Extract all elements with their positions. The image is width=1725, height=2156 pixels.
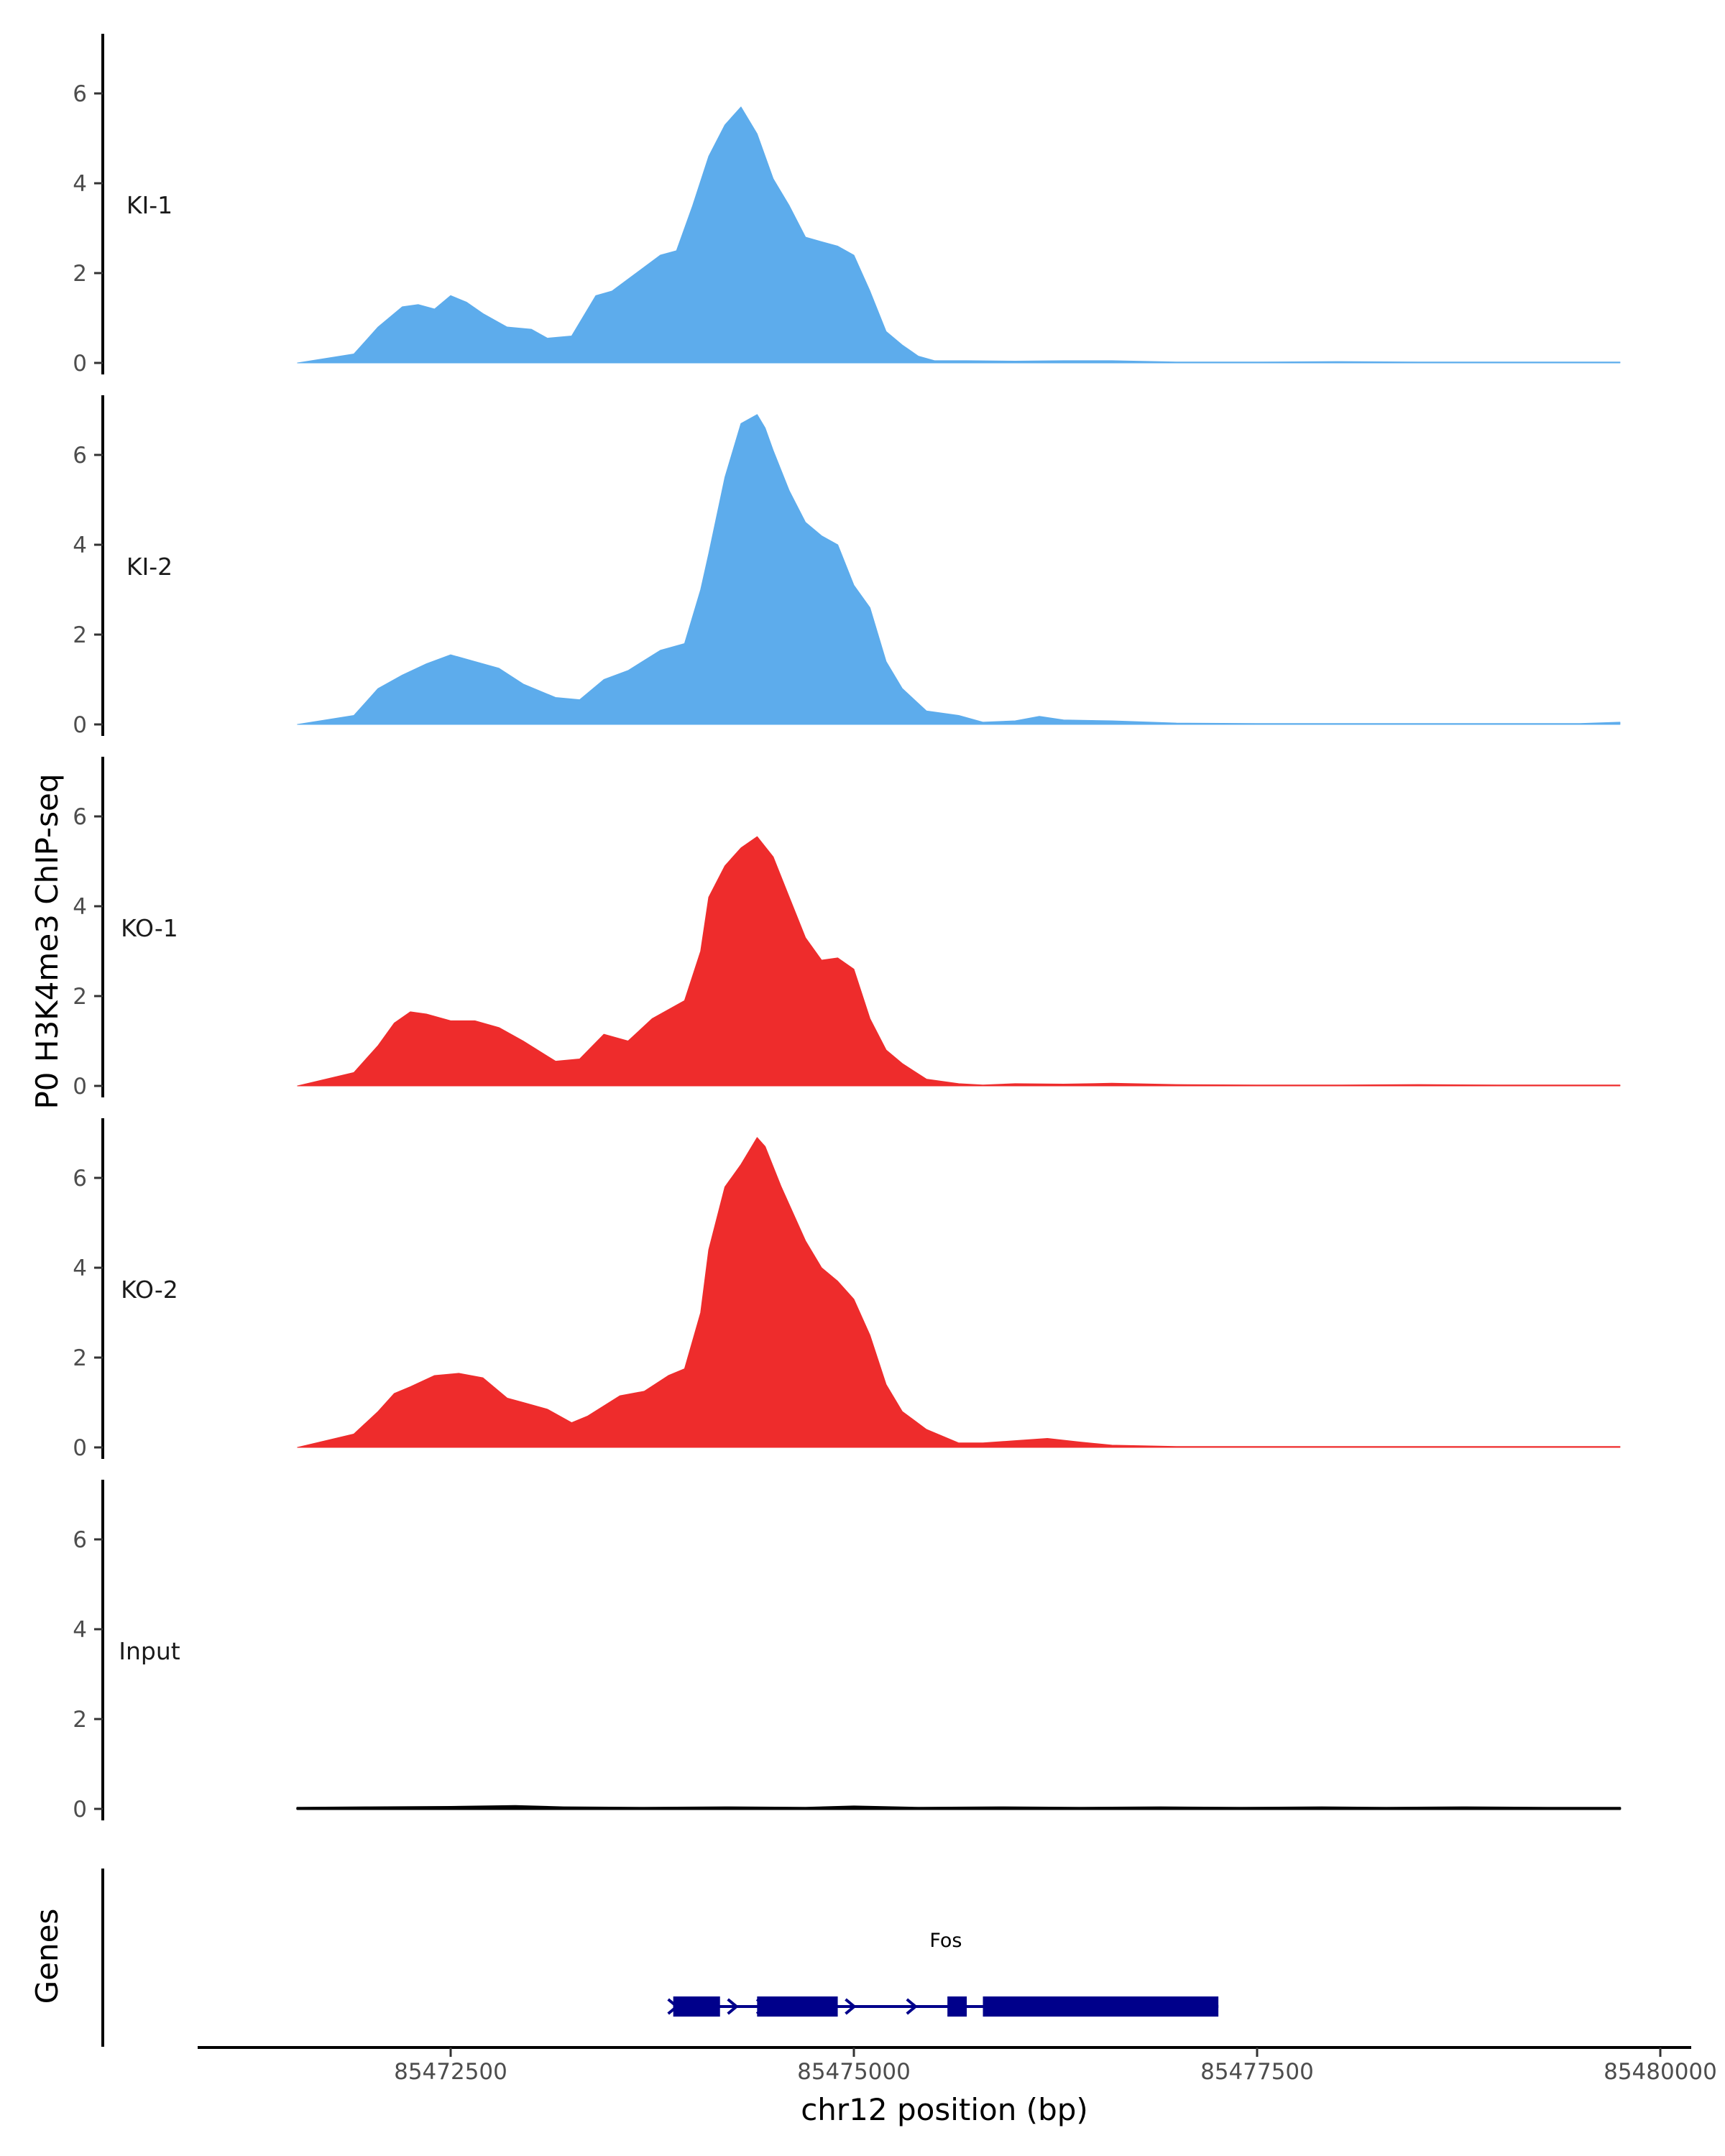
tracks-group: 0 2 4 6 KI-1 0 2 4 6 KI-2 0 2 4 6 KO-1 0 2 4 6 KO-2 0 2 4 6 Inpu… <box>73 34 1622 1823</box>
y-axis-title: P0 H3K4me3 ChIP-seq <box>29 773 65 1109</box>
strand-arrow <box>755 1998 768 2015</box>
track-label: KO-2 <box>121 1276 178 1304</box>
gene-exon <box>673 1996 720 2017</box>
strand-arrow <box>845 1998 857 2015</box>
gene-exon <box>983 1996 1219 2017</box>
y-tick-label: 4 <box>73 1617 87 1643</box>
y-tick-label: 6 <box>73 1527 87 1553</box>
gene-track: Genes Fos <box>29 1869 1219 2047</box>
x-axis-title: chr12 position (bp) <box>801 2092 1088 2127</box>
x-tick-label: 85480000 <box>1604 2059 1717 2085</box>
y-tick-label: 0 <box>73 712 87 738</box>
coverage-area-input <box>296 1805 1622 1810</box>
coverage-area-ko-1 <box>297 836 1621 1087</box>
track-ki-2: 0 2 4 6 KI-2 <box>73 395 1621 738</box>
y-tick-label: 4 <box>73 894 87 920</box>
coverage-area-ko-2 <box>297 1137 1621 1448</box>
y-tick-label: 6 <box>73 443 87 469</box>
coverage-area-ki-2 <box>297 414 1621 725</box>
y-tick-label: 4 <box>73 171 87 197</box>
gene-fos: Fos <box>667 1930 1219 2017</box>
track-ko-2: 0 2 4 6 KO-2 <box>73 1118 1621 1461</box>
genes-title: Genes <box>29 1909 65 2004</box>
track-ko-1: 0 2 4 6 KO-1 <box>73 757 1621 1100</box>
track-label: KO-1 <box>121 914 178 942</box>
y-tick-label: 2 <box>73 1707 87 1733</box>
gene-exon <box>757 1996 838 2017</box>
coverage-area-ki-1 <box>297 106 1621 364</box>
gene-exon <box>947 1996 967 2017</box>
track-ki-1: 0 2 4 6 KI-1 <box>73 34 1621 377</box>
track-input: 0 2 4 6 Input <box>73 1480 1622 1823</box>
y-tick-label: 2 <box>73 261 87 287</box>
strand-arrow <box>727 1998 739 2015</box>
strand-arrow <box>667 1998 679 2015</box>
x-axis: 85472500 85475000 85477500 85480000 <box>198 2046 1717 2085</box>
y-tick-label: 4 <box>73 533 87 558</box>
track-label: KI-2 <box>126 553 172 581</box>
y-tick-label: 4 <box>73 1256 87 1281</box>
track-label: KI-1 <box>126 191 172 219</box>
strand-arrow <box>906 1998 918 2015</box>
x-tick-label: 85472500 <box>394 2059 507 2085</box>
y-tick-label: 2 <box>73 984 87 1010</box>
x-tick-label: 85477500 <box>1200 2059 1314 2085</box>
y-tick-label: 2 <box>73 1345 87 1371</box>
y-tick-label: 2 <box>73 622 87 648</box>
y-tick-label: 6 <box>73 804 87 830</box>
track-label: Input <box>119 1637 180 1665</box>
y-tick-label: 6 <box>73 1166 87 1192</box>
x-tick-label: 85475000 <box>797 2059 911 2085</box>
y-tick-label: 0 <box>73 1074 87 1100</box>
y-tick-label: 0 <box>73 351 87 377</box>
gene-name-label: Fos <box>929 1930 962 1952</box>
y-tick-label: 0 <box>73 1435 87 1461</box>
y-tick-label: 0 <box>73 1797 87 1823</box>
y-tick-label: 6 <box>73 81 87 107</box>
